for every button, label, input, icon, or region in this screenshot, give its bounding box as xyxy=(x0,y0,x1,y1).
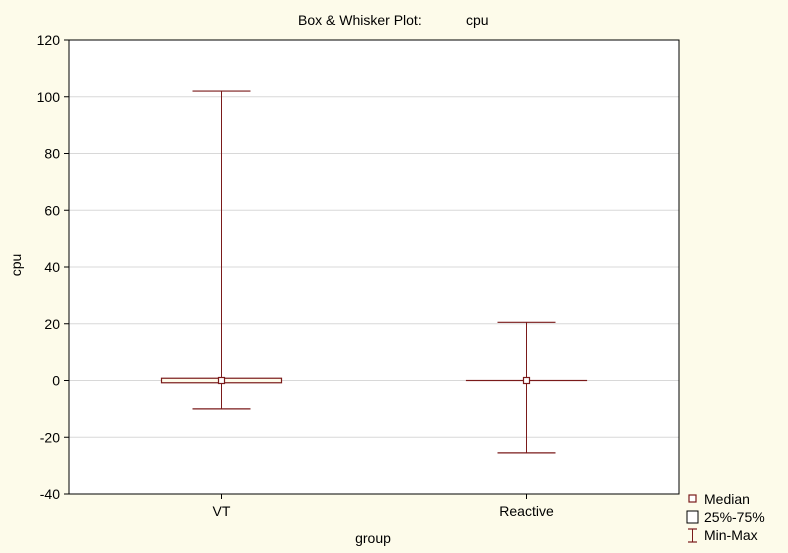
y-tick-label: -20 xyxy=(40,429,60,445)
legend-median-icon xyxy=(688,494,697,503)
legend-label: 25%-75% xyxy=(704,509,765,525)
x-tick-label: Reactive xyxy=(499,503,554,519)
legend-label: Median xyxy=(704,491,750,507)
y-tick-label: 20 xyxy=(44,316,60,332)
axes: -40 -20 0 20 40 60 80 100 120 VT Reactive xyxy=(37,32,680,519)
legend-item: Median xyxy=(688,491,750,507)
y-tick-label: 80 xyxy=(44,146,60,162)
y-axis-label: cpu xyxy=(8,254,24,277)
median-marker xyxy=(217,376,226,385)
y-tick-label: 40 xyxy=(44,259,60,275)
y-tick-label: 100 xyxy=(37,89,61,105)
legend-box-icon xyxy=(686,510,699,524)
box-group xyxy=(465,321,588,454)
grid-lines xyxy=(69,40,679,494)
box-group xyxy=(160,90,283,410)
legend-label: Min-Max xyxy=(704,527,758,543)
y-tick-label: 60 xyxy=(44,202,60,218)
plot-frame xyxy=(68,39,680,495)
y-tick-label: 120 xyxy=(37,32,61,48)
x-tick-label: VT xyxy=(213,503,231,519)
legend: Median 25%-75% Min-Max xyxy=(686,491,765,543)
y-tick-label: 0 xyxy=(52,373,60,389)
legend-item: Min-Max xyxy=(688,527,758,543)
boxes xyxy=(160,90,588,454)
x-axis-label: group xyxy=(355,530,391,546)
legend-item: 25%-75% xyxy=(686,509,765,525)
chart-title-variable: cpu xyxy=(466,12,489,28)
median-marker xyxy=(522,376,531,385)
y-tick-label: -40 xyxy=(40,486,60,502)
chart-title-prefix: Box & Whisker Plot: xyxy=(298,12,422,28)
